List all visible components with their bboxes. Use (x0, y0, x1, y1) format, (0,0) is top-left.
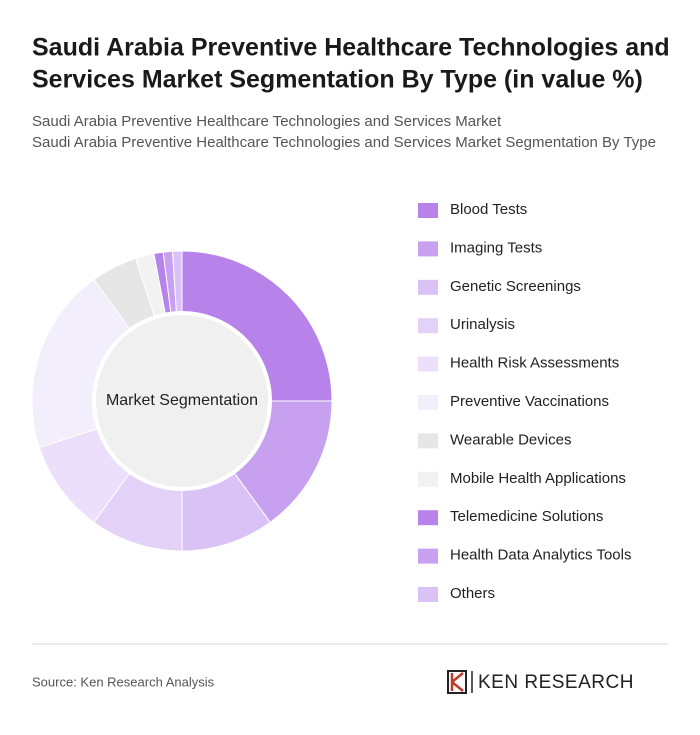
legend: Blood Tests Imaging Tests Genetic Screenin… (418, 201, 632, 602)
legend-swatch (418, 356, 438, 372)
legend-swatch (418, 318, 438, 334)
legend-swatch (418, 241, 438, 257)
donut: Market Segmentation (31, 250, 333, 552)
donut-hole (92, 311, 272, 491)
legend-swatch (418, 433, 438, 449)
source: Source: Ken Research Analysis (32, 674, 215, 689)
chart-title: Services Market Segmentation By Type (in… (32, 66, 643, 94)
legend-label: Telemedicine Solutions (450, 508, 603, 525)
legend-swatch (418, 587, 438, 602)
legend-swatch (418, 279, 438, 295)
legend-swatch (418, 471, 438, 487)
legend-label: Imaging Tests (450, 239, 542, 256)
center-label: Market Segmentation (106, 392, 258, 409)
legend-swatch (418, 395, 438, 410)
legend-label: Urinalysis (450, 316, 515, 333)
legend-label: Health Risk Assessments (450, 355, 619, 372)
legend-label: Genetic Screenings (450, 278, 581, 295)
legend-label: Wearable Devices (450, 431, 571, 448)
legend-swatch (418, 510, 438, 526)
chart-subtitle: Saudi Arabia Preventive Healthcare Techn… (32, 134, 656, 151)
brand: KEN RESEARCH (478, 672, 634, 693)
chart-subtitle: Saudi Arabia Preventive Healthcare Techn… (32, 113, 502, 130)
legend-swatch (418, 203, 438, 218)
legend-label: Mobile Health Applications (450, 470, 626, 487)
logo-icon (447, 670, 473, 694)
legend-label: Health Data Analytics Tools (450, 547, 632, 564)
legend-label: Preventive Vaccinations (450, 393, 609, 410)
legend-swatch (418, 548, 438, 564)
legend-label: Others (450, 585, 495, 602)
chart-title: Saudi Arabia Preventive Healthcare Techn… (32, 34, 670, 62)
legend-label: Blood Tests (450, 201, 527, 218)
